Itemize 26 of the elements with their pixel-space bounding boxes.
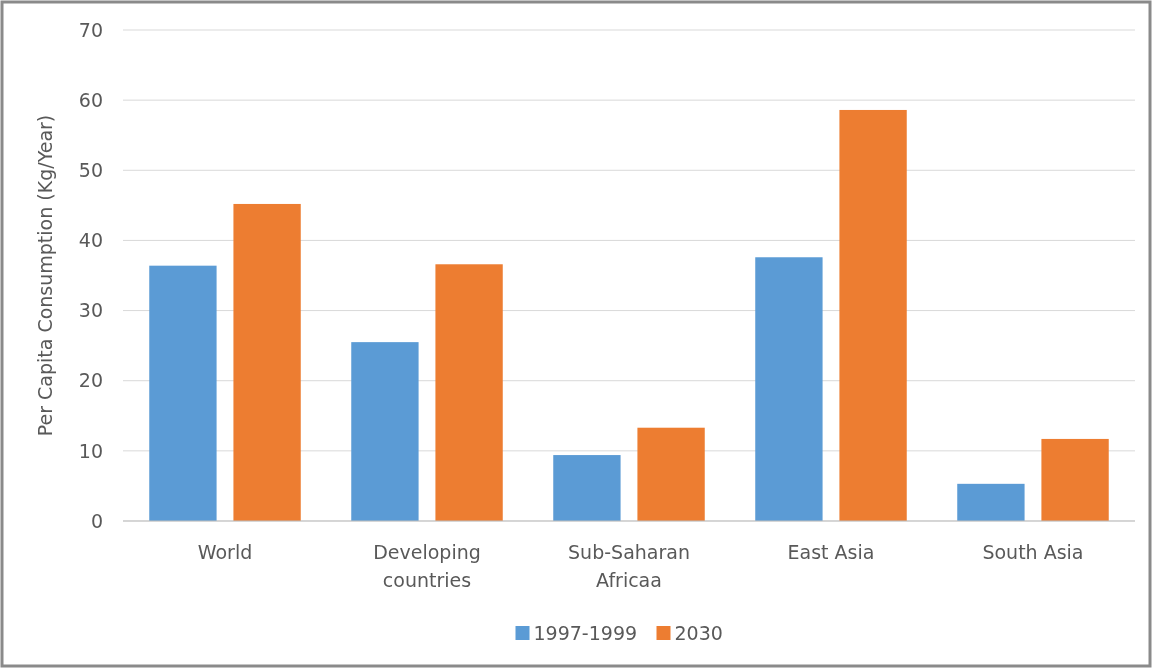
x-tick-label: Developing countries [373,541,481,591]
x-tick-label: World [197,541,253,563]
y-tick-label: 40 [78,229,103,252]
y-tick-label: 60 [78,88,103,111]
bar [553,455,621,521]
bar [149,265,217,521]
bar [233,203,301,521]
x-tick-label: South Asia [982,541,1084,563]
bar [637,427,705,521]
legend-label: 1997-1999 [533,621,638,644]
x-tick-label: East Asia [787,541,875,563]
bar [755,257,823,521]
legend-label: 2030 [674,621,723,644]
y-tick-label: 20 [78,369,103,392]
x-tick-label: Sub-Saharan Africaa [568,541,690,591]
y-tick-label: 30 [78,299,103,322]
bar [435,264,503,521]
y-tick-label: 0 [90,509,103,532]
y-axis-title: Per Capita Consumption (Kg/Year) [34,114,56,437]
y-tick-label: 50 [78,158,103,181]
bar [351,342,419,521]
y-tick-label: 70 [78,18,103,41]
bar [957,483,1025,521]
bar [1041,438,1109,521]
y-tick-label: 10 [78,439,103,462]
bar [839,109,907,521]
